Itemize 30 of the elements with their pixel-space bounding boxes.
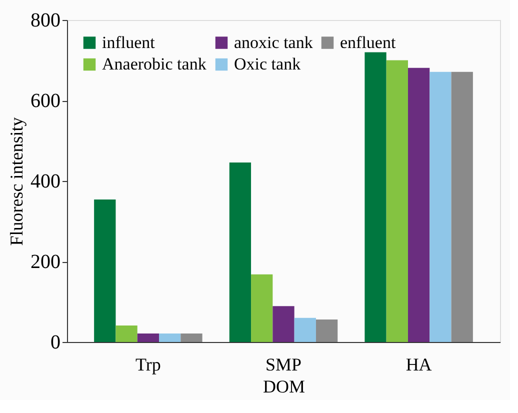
y-tick-label: 600 <box>30 90 60 112</box>
x-axis-title: DOM <box>262 376 306 396</box>
bar <box>451 72 473 342</box>
y-axis-title: Fluoresc intensity <box>6 117 26 246</box>
bar <box>294 318 316 342</box>
legend-label: enfluent <box>340 32 396 52</box>
y-tick-label: 200 <box>30 251 60 273</box>
bar <box>430 72 452 342</box>
bar <box>159 334 181 342</box>
bar <box>316 319 338 342</box>
y-tick-label: 800 <box>30 10 60 32</box>
bar <box>180 334 202 342</box>
y-tick-label: 0 <box>50 332 60 354</box>
legend-label: influent <box>102 32 156 52</box>
bar <box>364 52 386 342</box>
legend-label: anoxic tank <box>234 32 314 52</box>
bar <box>408 68 430 342</box>
x-tick-label: Trp <box>136 354 161 374</box>
x-tick-label: HA <box>406 354 432 374</box>
bar <box>94 200 116 342</box>
legend-label: Anaerobic tank <box>102 54 207 74</box>
legend-label: Oxic tank <box>234 54 302 74</box>
bar <box>272 306 294 342</box>
bar <box>116 326 138 342</box>
bar <box>251 274 273 342</box>
x-tick-label: SMP <box>265 354 302 374</box>
bar <box>229 162 252 342</box>
y-tick-label: 400 <box>30 170 60 192</box>
bar <box>386 60 408 342</box>
bar <box>137 334 160 342</box>
